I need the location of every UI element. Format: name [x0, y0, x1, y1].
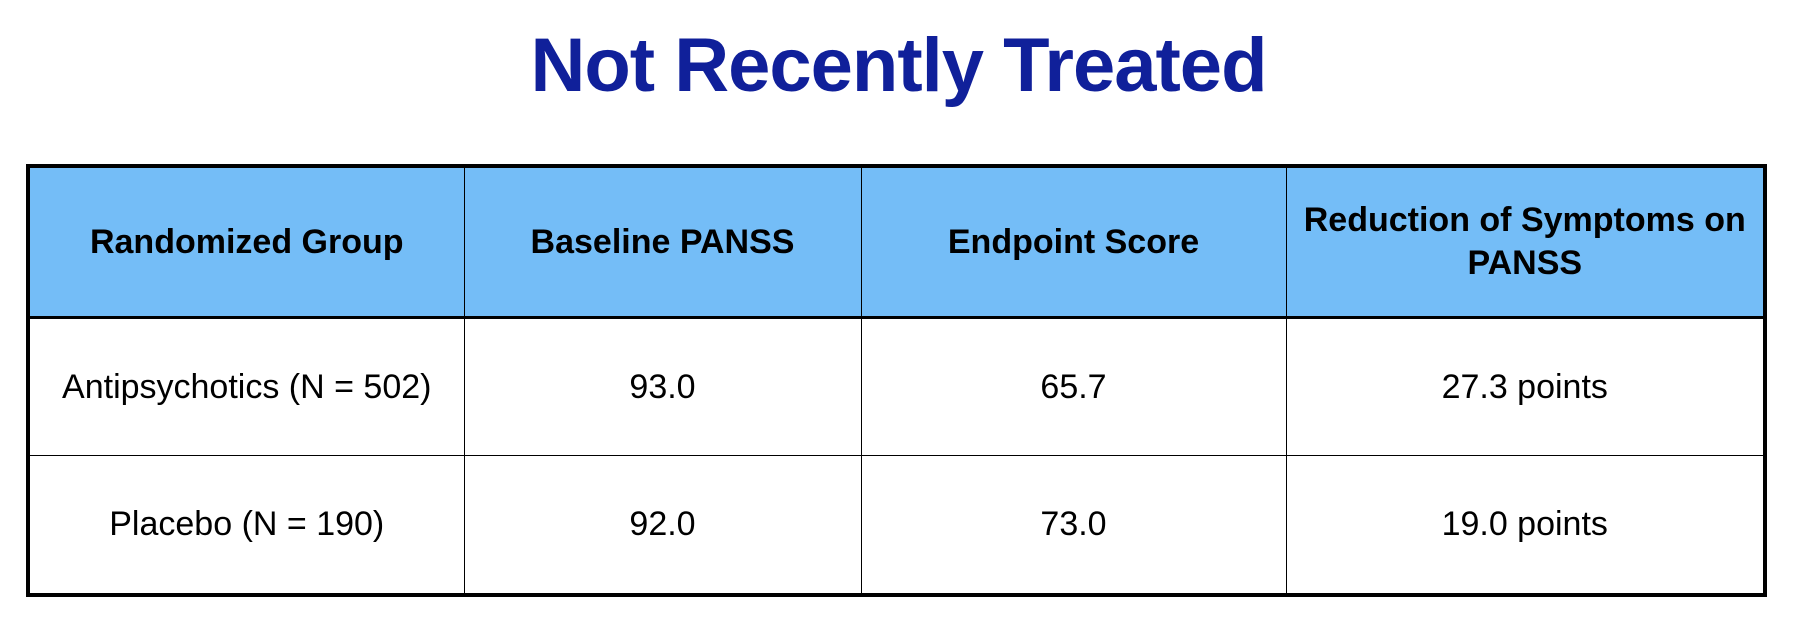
header-baseline-panss: Baseline PANSS	[463, 166, 862, 319]
cell-baseline: 93.0	[463, 317, 862, 456]
table-header-row: Randomized Group Baseline PANSS Endpoint…	[27, 166, 1766, 319]
cell-reduction: 19.0 points	[1285, 455, 1766, 595]
cell-reduction: 27.3 points	[1285, 317, 1766, 456]
cell-group: Antipsychotics (N = 502)	[27, 317, 465, 456]
cell-endpoint: 73.0	[860, 455, 1287, 595]
header-randomized-group: Randomized Group	[27, 166, 465, 319]
table-row: Placebo (N = 190) 92.0 73.0 19.0 points	[27, 455, 1766, 595]
cell-endpoint: 65.7	[860, 317, 1287, 456]
cell-baseline: 92.0	[463, 455, 862, 595]
cell-group: Placebo (N = 190)	[27, 455, 465, 595]
header-endpoint-score: Endpoint Score	[860, 166, 1287, 319]
page-title: Not Recently Treated	[530, 23, 1268, 108]
table-row: Antipsychotics (N = 502) 93.0 65.7 27.3 …	[27, 317, 1766, 456]
header-reduction-of-symptoms: Reduction of Symptoms on PANSS	[1285, 166, 1766, 319]
results-table: Randomized Group Baseline PANSS Endpoint…	[26, 164, 1767, 597]
